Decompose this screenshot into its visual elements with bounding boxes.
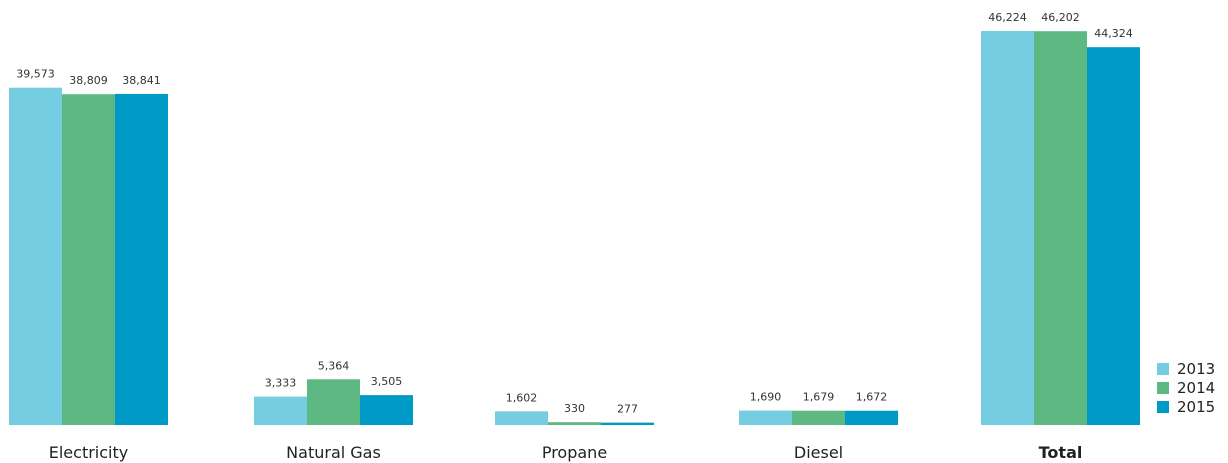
value-label: 1,690 [750, 391, 782, 404]
bars-layer [9, 31, 1140, 426]
bar-propane-2015 [601, 422, 654, 425]
value-label: 1,679 [803, 391, 835, 404]
category-label: Diesel [794, 443, 843, 462]
value-label: 46,224 [988, 11, 1027, 24]
bar-diesel-2014 [792, 410, 845, 425]
bar-electricity-2013 [9, 87, 62, 426]
legend-label: 2013 [1177, 360, 1215, 378]
value-label: 39,573 [16, 68, 55, 81]
category-labels-layer: Electricity Natural Gas Propane Diesel Total [49, 443, 1083, 462]
bar-natural-gas-2014 [307, 379, 360, 425]
legend-label: 2015 [1177, 398, 1215, 416]
bar-natural-gas-2015 [360, 395, 413, 425]
value-label: 330 [564, 402, 585, 415]
legend-swatch-2014 [1157, 382, 1169, 394]
value-label: 1,672 [856, 391, 888, 404]
bar-electricity-2014 [62, 94, 115, 426]
category-label: Total [1039, 443, 1083, 462]
value-label: 44,324 [1094, 27, 1133, 40]
value-label: 38,841 [122, 74, 161, 87]
value-label: 46,202 [1041, 11, 1080, 24]
bar-natural-gas-2013 [254, 396, 307, 425]
value-label: 1,602 [506, 391, 538, 404]
legend-swatch-2013 [1157, 363, 1169, 375]
bar-total-2015 [1087, 47, 1140, 426]
category-label: Propane [542, 443, 607, 462]
bar-electricity-2015 [115, 93, 168, 426]
value-labels-layer: 39,573 38,809 38,841 3,333 5,364 3,505 1,602 33… [16, 11, 1133, 416]
legend-label: 2014 [1177, 379, 1215, 397]
value-label: 277 [617, 403, 638, 416]
bar-total-2013 [981, 31, 1034, 425]
value-label: 3,505 [371, 375, 403, 388]
bar-propane-2013 [495, 411, 548, 425]
value-label: 3,333 [265, 377, 297, 390]
bar-diesel-2015 [845, 410, 898, 425]
bar-total-2014 [1034, 31, 1087, 425]
bar-diesel-2013 [739, 410, 792, 425]
category-label: Electricity [49, 443, 128, 462]
value-label: 38,809 [69, 74, 108, 87]
bar-propane-2014 [548, 422, 601, 425]
legend-swatch-2015 [1157, 401, 1169, 413]
value-label: 5,364 [318, 359, 350, 372]
category-label: Natural Gas [286, 443, 381, 462]
